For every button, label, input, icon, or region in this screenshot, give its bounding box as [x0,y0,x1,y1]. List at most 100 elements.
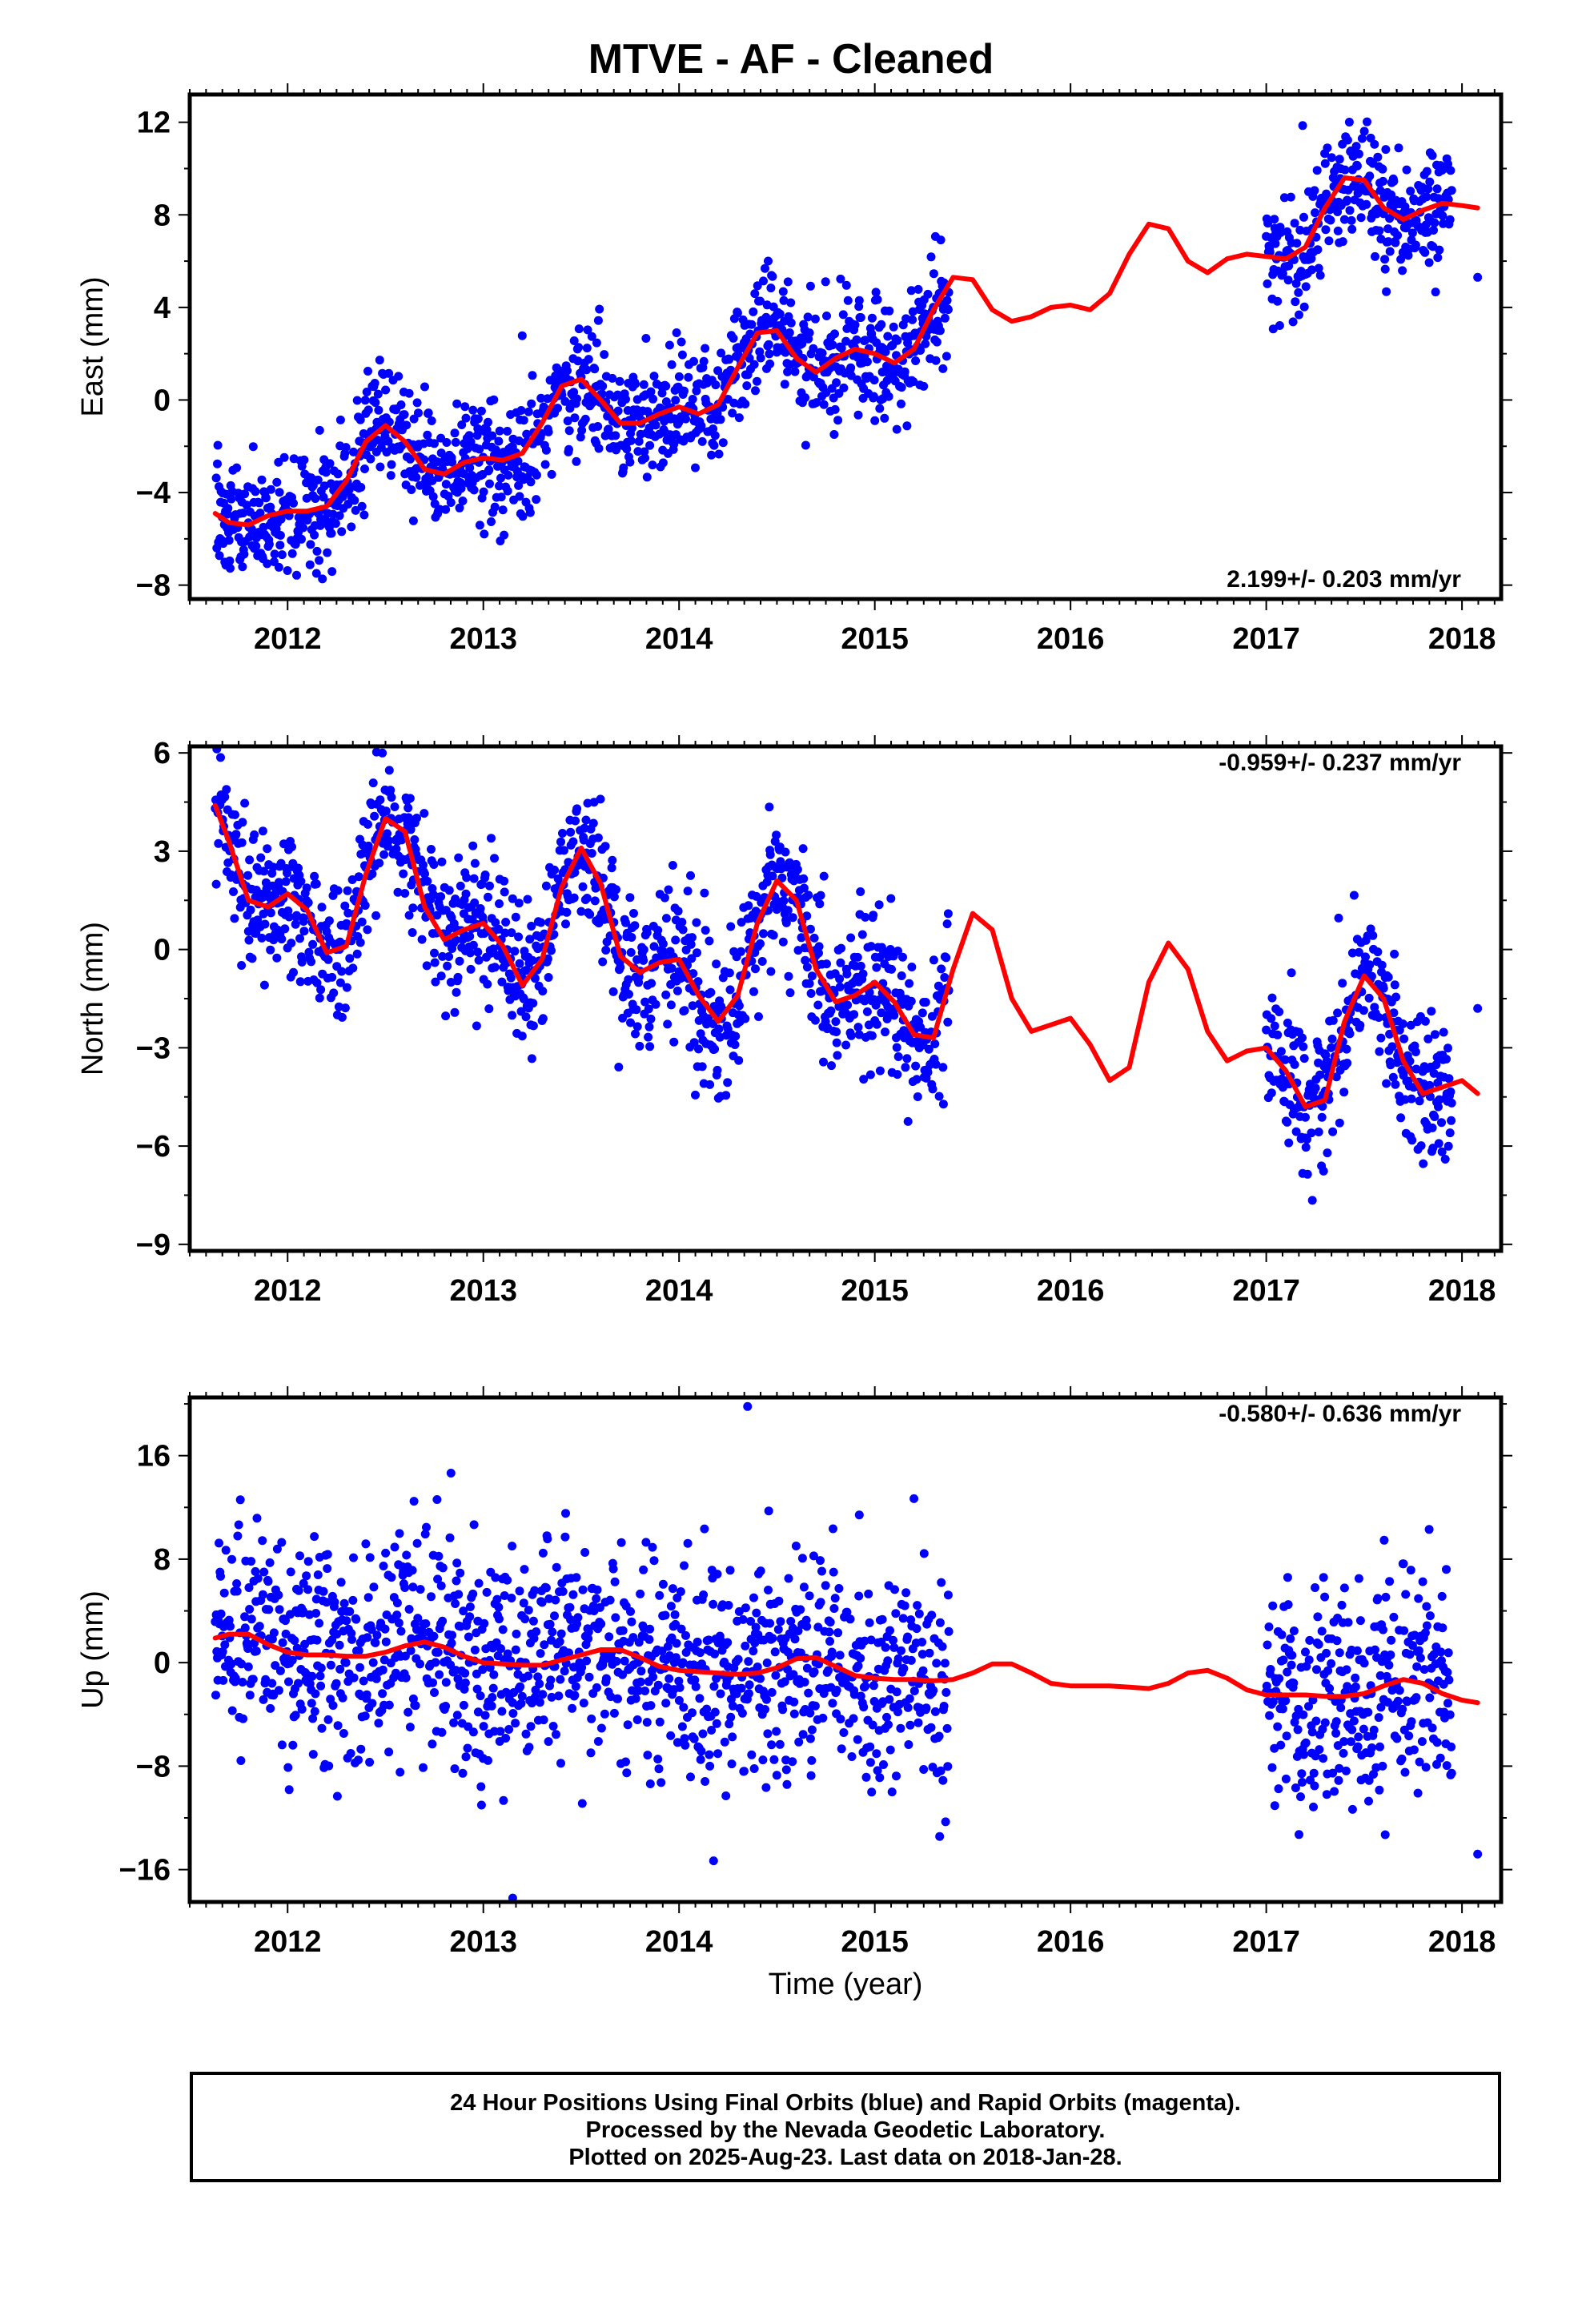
data-point [809,933,819,943]
data-point [940,973,950,982]
data-point [837,1744,846,1754]
data-point [1293,1725,1303,1735]
data-point [1312,1665,1321,1675]
data-point [371,398,380,408]
data-point [741,1603,750,1613]
y-tick-label: −9 [136,1228,171,1262]
data-point [240,1612,250,1622]
data-point [247,954,257,963]
data-point [355,415,365,424]
data-point [620,1656,629,1666]
data-point [242,501,251,510]
data-point [636,1589,645,1598]
data-point [231,810,239,819]
data-point [520,1565,529,1574]
data-point [827,1647,837,1657]
data-point [362,388,371,396]
data-point [1271,239,1280,248]
data-point [1270,1021,1279,1031]
data-point [749,1593,758,1602]
data-point [357,917,367,927]
data-point [280,924,290,934]
data-point [709,1856,718,1866]
data-point [237,838,247,847]
data-point [573,1613,583,1622]
data-point [311,879,321,889]
data-point [299,523,308,533]
data-point [919,381,929,391]
data-point [904,1740,913,1749]
data-point [1334,913,1343,923]
data-point [1331,1072,1341,1082]
data-point [799,883,809,893]
data-point [450,1764,460,1774]
data-point [238,562,247,572]
data-point [661,914,671,923]
data-point [835,1651,845,1660]
data-point [257,475,267,485]
data-point [642,1718,652,1727]
data-point [277,935,287,944]
data-point [498,1625,508,1634]
data-point [754,1012,763,1021]
data-point [934,1092,944,1101]
data-point [1411,1047,1420,1056]
data-point [805,328,814,338]
data-point [751,1622,761,1632]
data-point [784,971,793,981]
data-point [354,1646,363,1655]
data-point [940,1659,950,1668]
data-point [741,1641,750,1651]
data-point [239,509,248,518]
data-point [724,1601,733,1610]
data-point [689,1734,699,1743]
data-point [466,437,476,447]
data-point [641,1538,651,1547]
data-point [1288,317,1298,327]
data-point [905,979,914,988]
data-point [1301,1112,1310,1122]
data-point [898,952,907,962]
data-point [291,1711,300,1720]
data-point [323,1715,333,1724]
data-point [725,985,735,995]
data-point [709,440,719,450]
data-point [749,360,759,369]
data-point [485,881,494,891]
data-point [921,339,930,348]
data-point [1298,1778,1307,1787]
data-point [818,1713,828,1723]
data-point [453,1674,463,1683]
data-point [522,429,532,439]
data-point [321,468,331,477]
data-point [691,1682,701,1691]
data-point [515,959,524,968]
data-point [387,793,396,802]
data-point [588,818,598,828]
data-point [239,1714,248,1723]
data-point [798,1730,808,1739]
data-point [1357,134,1367,143]
data-point [287,939,296,948]
data-point [1324,236,1334,246]
data-point [500,887,509,897]
data-point [580,1548,590,1557]
data-point [832,1686,841,1695]
data-point [938,1775,948,1785]
data-point [584,355,593,364]
data-point [430,958,440,967]
data-point [404,1605,414,1614]
data-point [772,1727,781,1736]
data-point [546,1675,556,1685]
data-point [842,1607,852,1617]
data-point [577,425,587,435]
data-point [669,440,679,449]
data-point [1335,155,1344,164]
data-point [236,1756,246,1765]
data-point [454,1590,464,1599]
data-point [626,1606,635,1616]
data-point [491,918,500,927]
data-point [560,1667,569,1676]
data-point [813,1000,823,1010]
data-point [1266,1665,1275,1674]
